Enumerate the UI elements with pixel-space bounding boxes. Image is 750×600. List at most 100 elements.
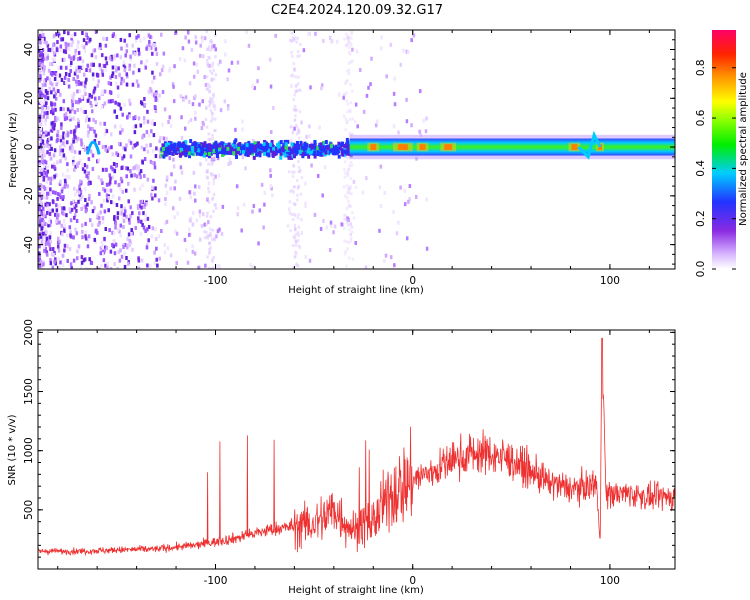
heatmap-cell: [293, 104, 297, 108]
heatmap-cell: [41, 155, 44, 160]
heatmap-cell: [131, 145, 135, 150]
heatmap-cell: [347, 187, 351, 191]
heatmap-cell: [50, 252, 54, 257]
heatmap-cell: [144, 228, 147, 233]
heatmap-cell: [46, 164, 50, 169]
heatmap-cell: [60, 77, 64, 82]
heatmap-cell: [94, 133, 98, 138]
heatmap-cell: [57, 65, 61, 70]
heatmap-cell: [214, 140, 218, 145]
heatmap-cell: [212, 100, 215, 105]
heatmap-cell: [143, 202, 147, 207]
heatmap-cell: [38, 90, 42, 95]
heatmap-cell: [241, 155, 245, 160]
heatmap-cell: [297, 244, 301, 248]
heatmap-cell: [42, 244, 46, 249]
heatmap-cell: [43, 36, 46, 41]
heatmap-cell: [288, 200, 292, 204]
heatmap-cell: [112, 194, 115, 199]
heatmap-cell: [212, 177, 216, 181]
heatmap-cell: [60, 125, 63, 130]
heatmap-cell: [158, 139, 162, 144]
heatmap-cell: [41, 65, 44, 70]
heatmap-cell: [97, 46, 101, 51]
heatmap-cell: [346, 36, 349, 40]
heatmap-cell: [54, 173, 58, 178]
heatmap-cell: [68, 207, 71, 212]
heatmap-cell: [195, 218, 199, 223]
heatmap-cell: [201, 148, 205, 153]
heatmap-cell: [79, 192, 82, 197]
heatmap-cell: [263, 151, 267, 156]
heatmap-cell: [62, 153, 66, 158]
heatmap-cell: [154, 154, 158, 159]
heatmap-cell: [230, 146, 234, 151]
heatmap-cell: [227, 68, 231, 73]
heatmap-cell: [389, 42, 393, 47]
heatmap-cell: [38, 186, 42, 191]
heatmap-cell: [143, 102, 147, 107]
heatmap-cell: [145, 143, 148, 148]
heatmap-cell: [43, 237, 46, 242]
heatmap-band-edge: [349, 155, 675, 160]
heatmap-cell: [177, 141, 181, 146]
heatmap-cell: [226, 77, 229, 82]
heatmap-cell: [212, 92, 215, 96]
heatmap-cell: [52, 252, 55, 257]
colorbar: 0.00.20.40.60.8 Normalized spectral ampl…: [695, 30, 749, 277]
heatmap-cell: [224, 52, 227, 57]
heatmap-cell: [134, 142, 138, 147]
heatmap-cell: [43, 65, 46, 70]
heatmap-cell: [232, 151, 236, 156]
colorbar-label: Normalized spectral amplitude: [738, 72, 749, 226]
heatmap-cell: [293, 67, 296, 72]
heatmap-cell: [41, 37, 44, 42]
heatmap-cell: [296, 89, 299, 93]
heatmap-cell: [154, 97, 157, 102]
heatmap-cell: [163, 250, 167, 255]
heatmap-cell: [82, 82, 85, 87]
heatmap-cell: [206, 236, 209, 240]
heatmap-cell: [142, 225, 146, 230]
heatmap-cell: [77, 80, 81, 85]
y-tick-label: 1000: [23, 437, 35, 464]
heatmap-cell: [52, 120, 55, 125]
heatmap-cell: [308, 124, 311, 129]
heatmap-cell: [38, 254, 41, 259]
heatmap-cell: [53, 161, 56, 166]
heatmap-cell: [180, 115, 183, 120]
heatmap-cell: [47, 47, 50, 52]
heatmap-cell: [88, 68, 92, 73]
heatmap-cell: [99, 251, 103, 256]
heatmap-cell: [213, 156, 216, 160]
heatmap-cell: [348, 108, 352, 112]
heatmap-cell: [292, 185, 296, 189]
heatmap-cell: [286, 224, 290, 228]
heatmap-cell: [347, 68, 351, 72]
heatmap-cell: [310, 146, 314, 151]
heatmap-cell: [301, 148, 305, 153]
heatmap-cell: [353, 120, 357, 124]
heatmap-cell: [41, 144, 45, 149]
heatmap-cell: [383, 258, 386, 263]
heatmap-cell: [101, 243, 104, 248]
heatmap-cell: [107, 188, 110, 193]
heatmap-cell: [347, 204, 350, 208]
heatmap-cell: [226, 146, 230, 151]
heatmap-cell: [269, 142, 273, 147]
y-tick-label: 1500: [23, 378, 35, 405]
heatmap-cell: [61, 148, 65, 153]
heatmap-cell: [197, 185, 201, 190]
heatmap-cell: [263, 190, 267, 195]
heatmap-cell: [346, 170, 350, 174]
heatmap-cell: [58, 239, 61, 244]
heatmap-cell: [196, 148, 200, 153]
heatmap-cell: [237, 146, 241, 151]
heatmap-cell: [162, 51, 166, 56]
heatmap-cell: [86, 175, 90, 180]
heatmap-cell: [119, 124, 122, 129]
heatmap-cell: [270, 140, 274, 145]
heatmap-cell: [294, 109, 298, 113]
heatmap-cell: [137, 166, 141, 171]
heatmap-cell: [109, 176, 112, 181]
